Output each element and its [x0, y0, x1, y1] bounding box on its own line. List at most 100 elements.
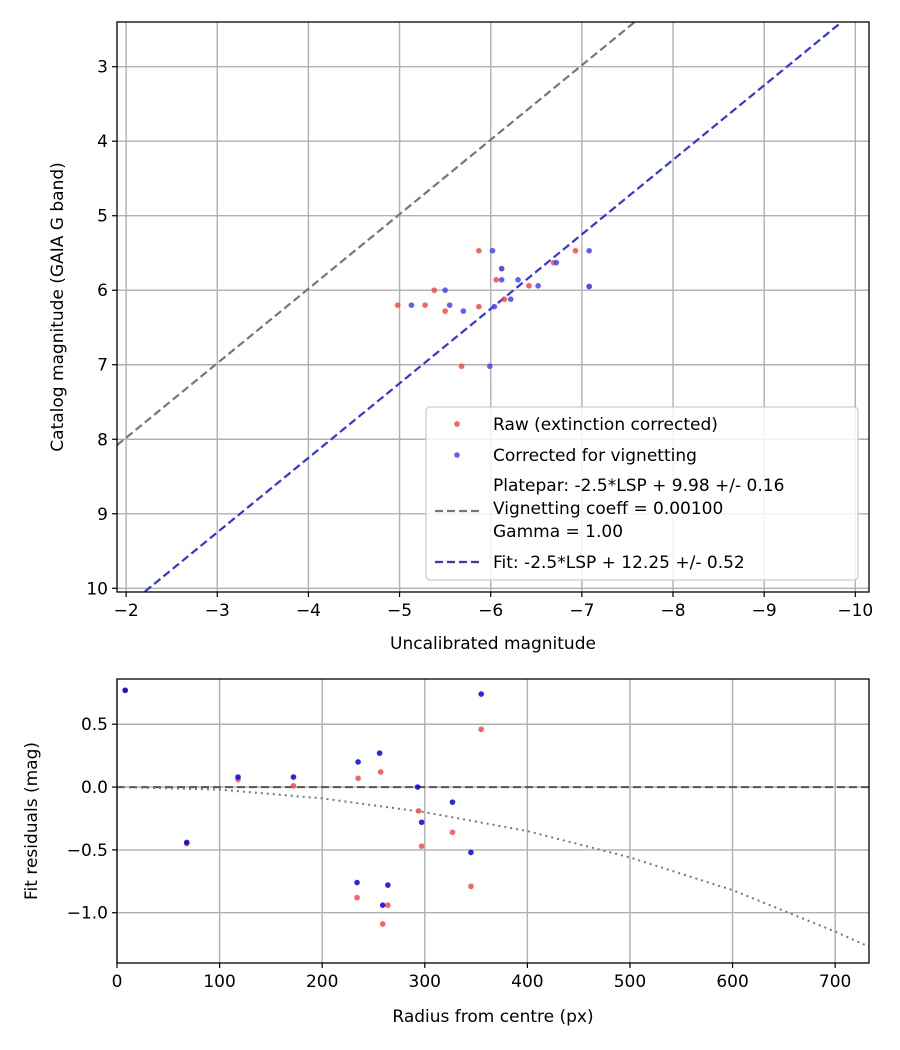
x-tick-label: −4: [296, 601, 321, 621]
data-point-series-0: [478, 726, 485, 733]
data-point-series-0: [468, 883, 474, 890]
x-tick-label: −5: [387, 601, 412, 621]
data-point-series-0: [394, 302, 401, 308]
x-tick-label: 300: [409, 972, 441, 992]
data-point-series-1: [535, 282, 541, 289]
axes-frame: [116, 21, 870, 593]
y-tick-label: 0.5: [81, 715, 108, 735]
data-point-series-1: [507, 296, 514, 302]
y-tick-label: 8: [97, 430, 108, 450]
plot-area: [117, 22, 844, 592]
data-point-series-0: [449, 829, 456, 836]
x-tick-label: −10: [837, 601, 873, 621]
data-point-series-0: [354, 894, 360, 901]
data-point-series-0: [442, 308, 448, 314]
legend-label-fit: Fit: -2.5*LSP + 12.25 +/- 0.52: [493, 553, 745, 573]
data-point-series-1: [515, 277, 521, 283]
x-tick-label: −6: [478, 601, 503, 621]
data-point-series-1: [183, 839, 190, 846]
x-tick-label: −9: [752, 601, 777, 621]
x-tick-label: 500: [614, 972, 646, 992]
data-point-series-0: [377, 769, 384, 775]
y-tick-label: 7: [97, 356, 108, 376]
data-point-series-0: [379, 921, 386, 927]
x-tick-label: 0: [112, 972, 123, 992]
y-axis-label: Fit residuals (mag): [22, 742, 42, 900]
data-point-series-0: [415, 808, 422, 814]
y-tick-label: −1.0: [67, 904, 108, 924]
y-tick-label: 9: [97, 505, 108, 525]
data-point-series-1: [478, 691, 485, 697]
data-point-series-1: [408, 302, 415, 308]
data-point-series-1: [489, 247, 496, 254]
calibration-chart: −2 −3 −4 −5 −6 −7 −8 −9 −10 3 4 5 6 7 8 9 10 Uncalibrated…: [48, 21, 873, 654]
data-point-series-1: [290, 774, 297, 780]
data-point-series-1: [376, 750, 383, 756]
legend-label-vignetting: Vignetting coeff = 0.00100: [493, 499, 723, 519]
legend-label-corrected: Corrected for vignetting: [493, 446, 697, 466]
data-point-series-1: [355, 759, 361, 765]
y-tick-label: 5: [97, 207, 108, 227]
data-point-series-0: [476, 303, 482, 310]
series-line-2: [117, 22, 637, 447]
x-tick-label: 400: [511, 972, 543, 992]
x-tick-label: 200: [306, 972, 338, 992]
legend-marker-corrected: [454, 452, 460, 458]
data-point-series-0: [290, 783, 297, 789]
data-point-series-0: [418, 843, 425, 849]
legend-marker-raw: [454, 421, 460, 427]
data-point-series-0: [493, 277, 499, 283]
x-tick-label: 600: [716, 972, 748, 992]
data-point-series-1: [498, 277, 505, 283]
legend: Raw (extinction corrected) Corrected for …: [425, 406, 859, 581]
data-point-series-1: [460, 308, 467, 314]
data-point-series-1: [354, 879, 360, 886]
data-point-series-1: [418, 819, 425, 826]
data-point-series-1: [468, 849, 474, 856]
data-point-series-1: [491, 303, 498, 310]
legend-label-raw: Raw (extinction corrected): [493, 415, 718, 435]
data-point-series-1: [379, 902, 386, 908]
legend-label-gamma: Gamma = 1.00: [493, 522, 623, 542]
x-tick-label: 700: [819, 972, 851, 992]
x-tick-label: −3: [205, 601, 230, 621]
data-point-series-1: [385, 882, 391, 888]
x-tick-label: −2: [114, 601, 139, 621]
x-axis-label: Uncalibrated magnitude: [390, 634, 596, 654]
model-curve: [117, 786, 869, 948]
y-tick-label: 4: [97, 132, 108, 152]
data-point-series-1: [586, 283, 592, 290]
data-point-series-0: [422, 302, 428, 308]
data-point-series-1: [414, 784, 421, 790]
data-point-series-0: [526, 282, 532, 289]
data-point-series-0: [355, 775, 361, 782]
y-axis-label: Catalog magnitude (GAIA G band): [48, 162, 68, 452]
y-tick-label: 0.0: [81, 778, 108, 798]
data-point-series-1: [449, 799, 456, 805]
data-point-series-0: [476, 247, 482, 254]
y-tick-label: 6: [97, 281, 108, 301]
data-point-series-0: [431, 287, 438, 294]
legend-box: [425, 406, 859, 581]
data-point-series-1: [442, 287, 448, 294]
y-tick-label: −0.5: [67, 841, 108, 861]
y-tick-label: 10: [86, 579, 108, 599]
data-point-series-1: [498, 265, 505, 272]
data-point-series-0: [572, 247, 579, 254]
x-axis-label: Radius from centre (px): [392, 1007, 593, 1027]
data-point-series-1: [446, 302, 453, 308]
x-tick-label: −8: [660, 601, 685, 621]
data-point-series-0: [501, 296, 508, 302]
x-tick-label: 100: [203, 972, 235, 992]
data-point-series-1: [487, 363, 493, 370]
y-tick-label: 3: [97, 58, 108, 78]
data-point-series-1: [553, 259, 560, 266]
legend-label-platepar: Platepar: -2.5*LSP + 9.98 +/- 0.16: [493, 476, 784, 496]
axes-frame: [116, 678, 870, 964]
data-point-series-0: [385, 902, 391, 908]
data-point-series-1: [586, 247, 592, 254]
residuals-chart: 0 100 200 300 400 500 600 700 0.5 0.0 −0.5 −1.0 Radi…: [22, 678, 870, 1027]
data-point-series-1: [122, 687, 129, 694]
data-point-series-1: [235, 774, 241, 780]
